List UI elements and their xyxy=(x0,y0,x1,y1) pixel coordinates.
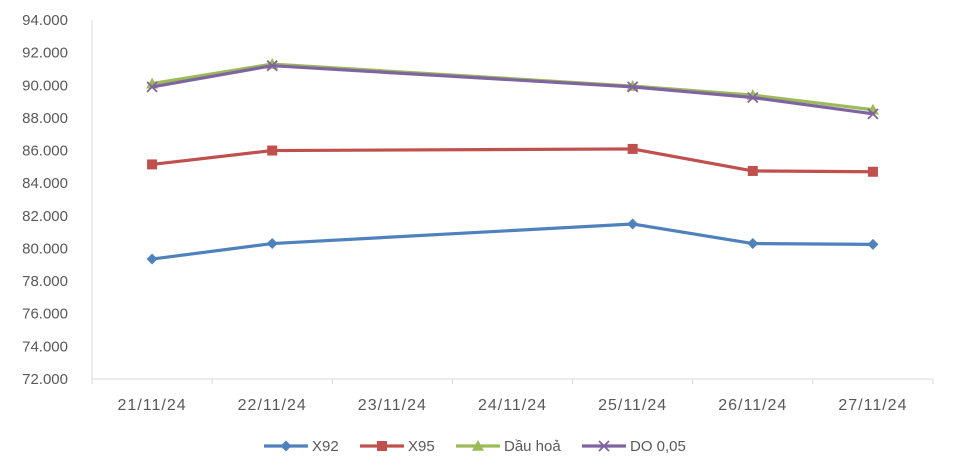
legend-marker xyxy=(280,440,292,452)
series-layer xyxy=(146,58,879,265)
legend-label: DO 0,05 xyxy=(630,438,686,455)
y-tick-label: 88.000 xyxy=(22,110,68,127)
series-line xyxy=(150,62,875,112)
series-line xyxy=(150,64,875,116)
y-tick-label: 80.000 xyxy=(22,240,68,257)
legend-marker xyxy=(598,440,610,452)
x-tick-label: 26/11/24 xyxy=(718,397,787,414)
data-point xyxy=(627,81,639,93)
x-tick-label: 25/11/24 xyxy=(598,397,667,414)
y-tick-label: 82.000 xyxy=(22,208,68,225)
x-tick-label: 21/11/24 xyxy=(118,397,187,414)
x-tick-label: 23/11/24 xyxy=(358,397,427,414)
data-point xyxy=(867,166,878,177)
legend: X92 X95 Dầu hoả DO 0,05 xyxy=(264,438,686,455)
y-tick-label: 94.000 xyxy=(22,12,68,29)
data-point xyxy=(627,143,638,154)
legend-marker xyxy=(377,441,387,451)
x-tick-label: 22/11/24 xyxy=(238,397,307,414)
y-axis: 72.000 74.000 76.000 78.000 80.000 82.000 84.0… xyxy=(22,12,93,388)
legend-item: X92 xyxy=(264,438,339,455)
data-point xyxy=(146,81,158,93)
legend-label: Dầu hoả xyxy=(504,438,561,455)
y-tick-label: 78.000 xyxy=(22,273,68,290)
legend-item: Dầu hoả xyxy=(456,438,561,455)
data-point xyxy=(867,238,879,250)
x-tick-label: 24/11/24 xyxy=(478,397,547,414)
legend-label: X95 xyxy=(408,438,435,455)
legend-label: X92 xyxy=(312,438,339,455)
y-tick-label: 72.000 xyxy=(22,371,68,388)
data-point xyxy=(867,108,879,120)
y-tick-label: 76.000 xyxy=(22,306,68,323)
data-point xyxy=(147,159,158,170)
legend-item: DO 0,05 xyxy=(582,438,686,455)
x-axis: 21/11/24 22/11/24 23/11/24 24/11/24 25/11/24… xyxy=(91,378,934,414)
data-point xyxy=(266,238,278,250)
legend-marker xyxy=(472,440,484,451)
y-tick-label: 92.000 xyxy=(22,45,68,62)
y-tick-label: 74.000 xyxy=(22,338,68,355)
y-tick-label: 86.000 xyxy=(22,143,68,160)
y-tick-label: 90.000 xyxy=(22,77,68,94)
data-point xyxy=(146,253,158,265)
series-2 xyxy=(147,143,878,177)
data-point xyxy=(266,60,278,72)
data-point xyxy=(267,145,278,156)
data-point xyxy=(627,218,639,230)
series-line xyxy=(150,147,875,174)
x-tick-label: 27/11/24 xyxy=(838,397,907,414)
series-4 xyxy=(146,60,879,120)
data-point xyxy=(747,238,759,250)
series-line xyxy=(150,222,875,261)
data-point xyxy=(747,165,758,176)
legend-item: X95 xyxy=(360,438,435,455)
y-tick-label: 84.000 xyxy=(22,175,68,192)
series-3 xyxy=(146,58,879,115)
series-1 xyxy=(146,218,879,265)
data-point xyxy=(747,91,759,104)
